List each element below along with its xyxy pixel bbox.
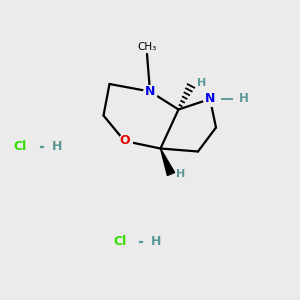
Text: H: H	[151, 235, 162, 248]
Text: Cl: Cl	[113, 235, 127, 248]
Polygon shape	[160, 148, 175, 176]
Text: N: N	[205, 92, 215, 106]
Text: N: N	[145, 85, 155, 98]
Text: CH₃: CH₃	[137, 42, 157, 52]
Text: H: H	[176, 169, 185, 179]
Text: O: O	[119, 134, 130, 148]
Text: Cl: Cl	[14, 140, 27, 154]
Text: H: H	[52, 140, 62, 154]
Text: H: H	[197, 77, 207, 88]
Text: H: H	[238, 92, 248, 106]
